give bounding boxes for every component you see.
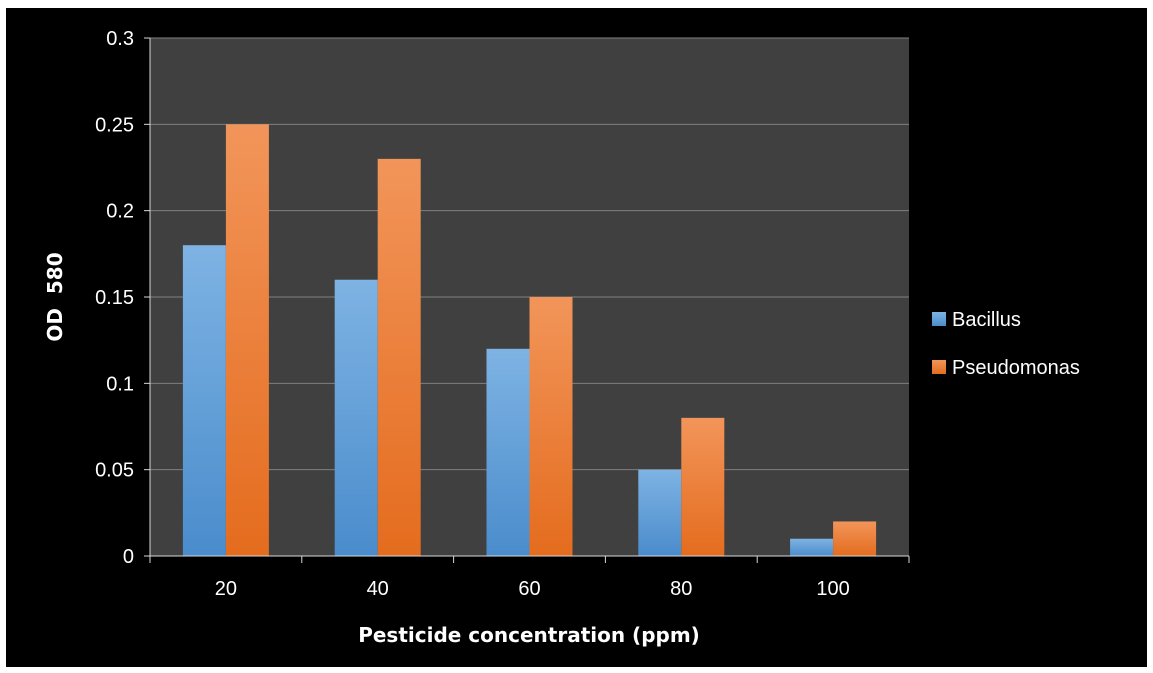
axes — [144, 37, 910, 563]
x-tick-label: 100 — [816, 578, 849, 600]
y-tick-label: 0.05 — [95, 460, 134, 482]
y-axis-title: OD 580 — [43, 252, 67, 341]
bar-pseudomonas-40 — [377, 158, 421, 556]
x-axis-title: Pesticide concentration (ppm) — [358, 623, 700, 647]
legend-swatch-pseudomonas — [932, 360, 946, 374]
y-tick-labels: 0 0.05 0.1 0.15 0.2 0.25 0.3 — [95, 28, 134, 568]
bar-bacillus-40 — [334, 279, 378, 556]
bar-pseudomonas-80 — [681, 417, 725, 556]
bar-bacillus-80 — [638, 469, 682, 556]
x-tick-label: 80 — [670, 578, 692, 600]
x-tick-label: 40 — [367, 578, 389, 600]
bar-bacillus-100 — [790, 538, 834, 556]
bar-bacillus-60 — [486, 348, 530, 556]
y-tick-label: 0.1 — [106, 373, 134, 395]
y-tick-label: 0.3 — [106, 28, 134, 50]
bar-pseudomonas-60 — [529, 297, 573, 556]
chart-frame: 0 0.05 0.1 0.15 0.2 0.25 0.3 20 40 60 80 100 OD 58… — [6, 8, 1147, 667]
bar-pseudomonas-20 — [225, 124, 269, 556]
y-tick-label: 0.2 — [106, 201, 134, 223]
x-tick-labels: 20 40 60 80 100 — [215, 578, 850, 600]
bar-pseudomonas-100 — [833, 521, 877, 556]
bar-chart: 0 0.05 0.1 0.15 0.2 0.25 0.3 20 40 60 80 100 OD 58… — [43, 28, 1080, 647]
legend: Bacillus Pseudomonas — [932, 309, 1080, 379]
legend-label-pseudomonas: Pseudomonas — [952, 357, 1080, 379]
bars — [182, 124, 877, 556]
legend-label-bacillus: Bacillus — [952, 309, 1021, 331]
x-tick-label: 20 — [215, 578, 237, 600]
legend-swatch-bacillus — [932, 312, 946, 326]
y-tick-label: 0.15 — [95, 287, 134, 309]
x-tick-label: 60 — [518, 578, 540, 600]
y-tick-label: 0.25 — [95, 114, 134, 136]
bar-bacillus-20 — [182, 245, 226, 556]
y-tick-label: 0 — [123, 546, 134, 568]
